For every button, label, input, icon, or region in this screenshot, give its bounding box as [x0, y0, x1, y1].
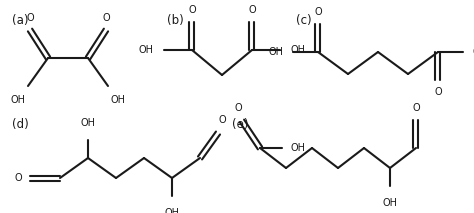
Text: (e): (e) — [232, 118, 248, 131]
Text: OH: OH — [291, 143, 306, 153]
Text: (b): (b) — [167, 14, 184, 27]
Text: O: O — [14, 173, 22, 183]
Text: O: O — [234, 103, 242, 113]
Text: O: O — [314, 7, 322, 17]
Text: O: O — [188, 5, 196, 15]
Text: OH: OH — [81, 118, 95, 128]
Text: O: O — [26, 13, 34, 23]
Text: OH: OH — [473, 47, 474, 57]
Text: O: O — [412, 103, 420, 113]
Text: OH: OH — [268, 47, 283, 57]
Text: OH: OH — [383, 198, 398, 208]
Text: O: O — [218, 115, 226, 125]
Text: (a): (a) — [12, 14, 28, 27]
Text: O: O — [102, 13, 110, 23]
Text: (d): (d) — [12, 118, 29, 131]
Text: OH: OH — [110, 95, 126, 105]
Text: OH: OH — [291, 45, 306, 55]
Text: OH: OH — [164, 208, 180, 213]
Text: (c): (c) — [296, 14, 311, 27]
Text: OH: OH — [138, 45, 154, 55]
Text: O: O — [248, 5, 256, 15]
Text: OH: OH — [10, 95, 26, 105]
Text: O: O — [434, 87, 442, 97]
